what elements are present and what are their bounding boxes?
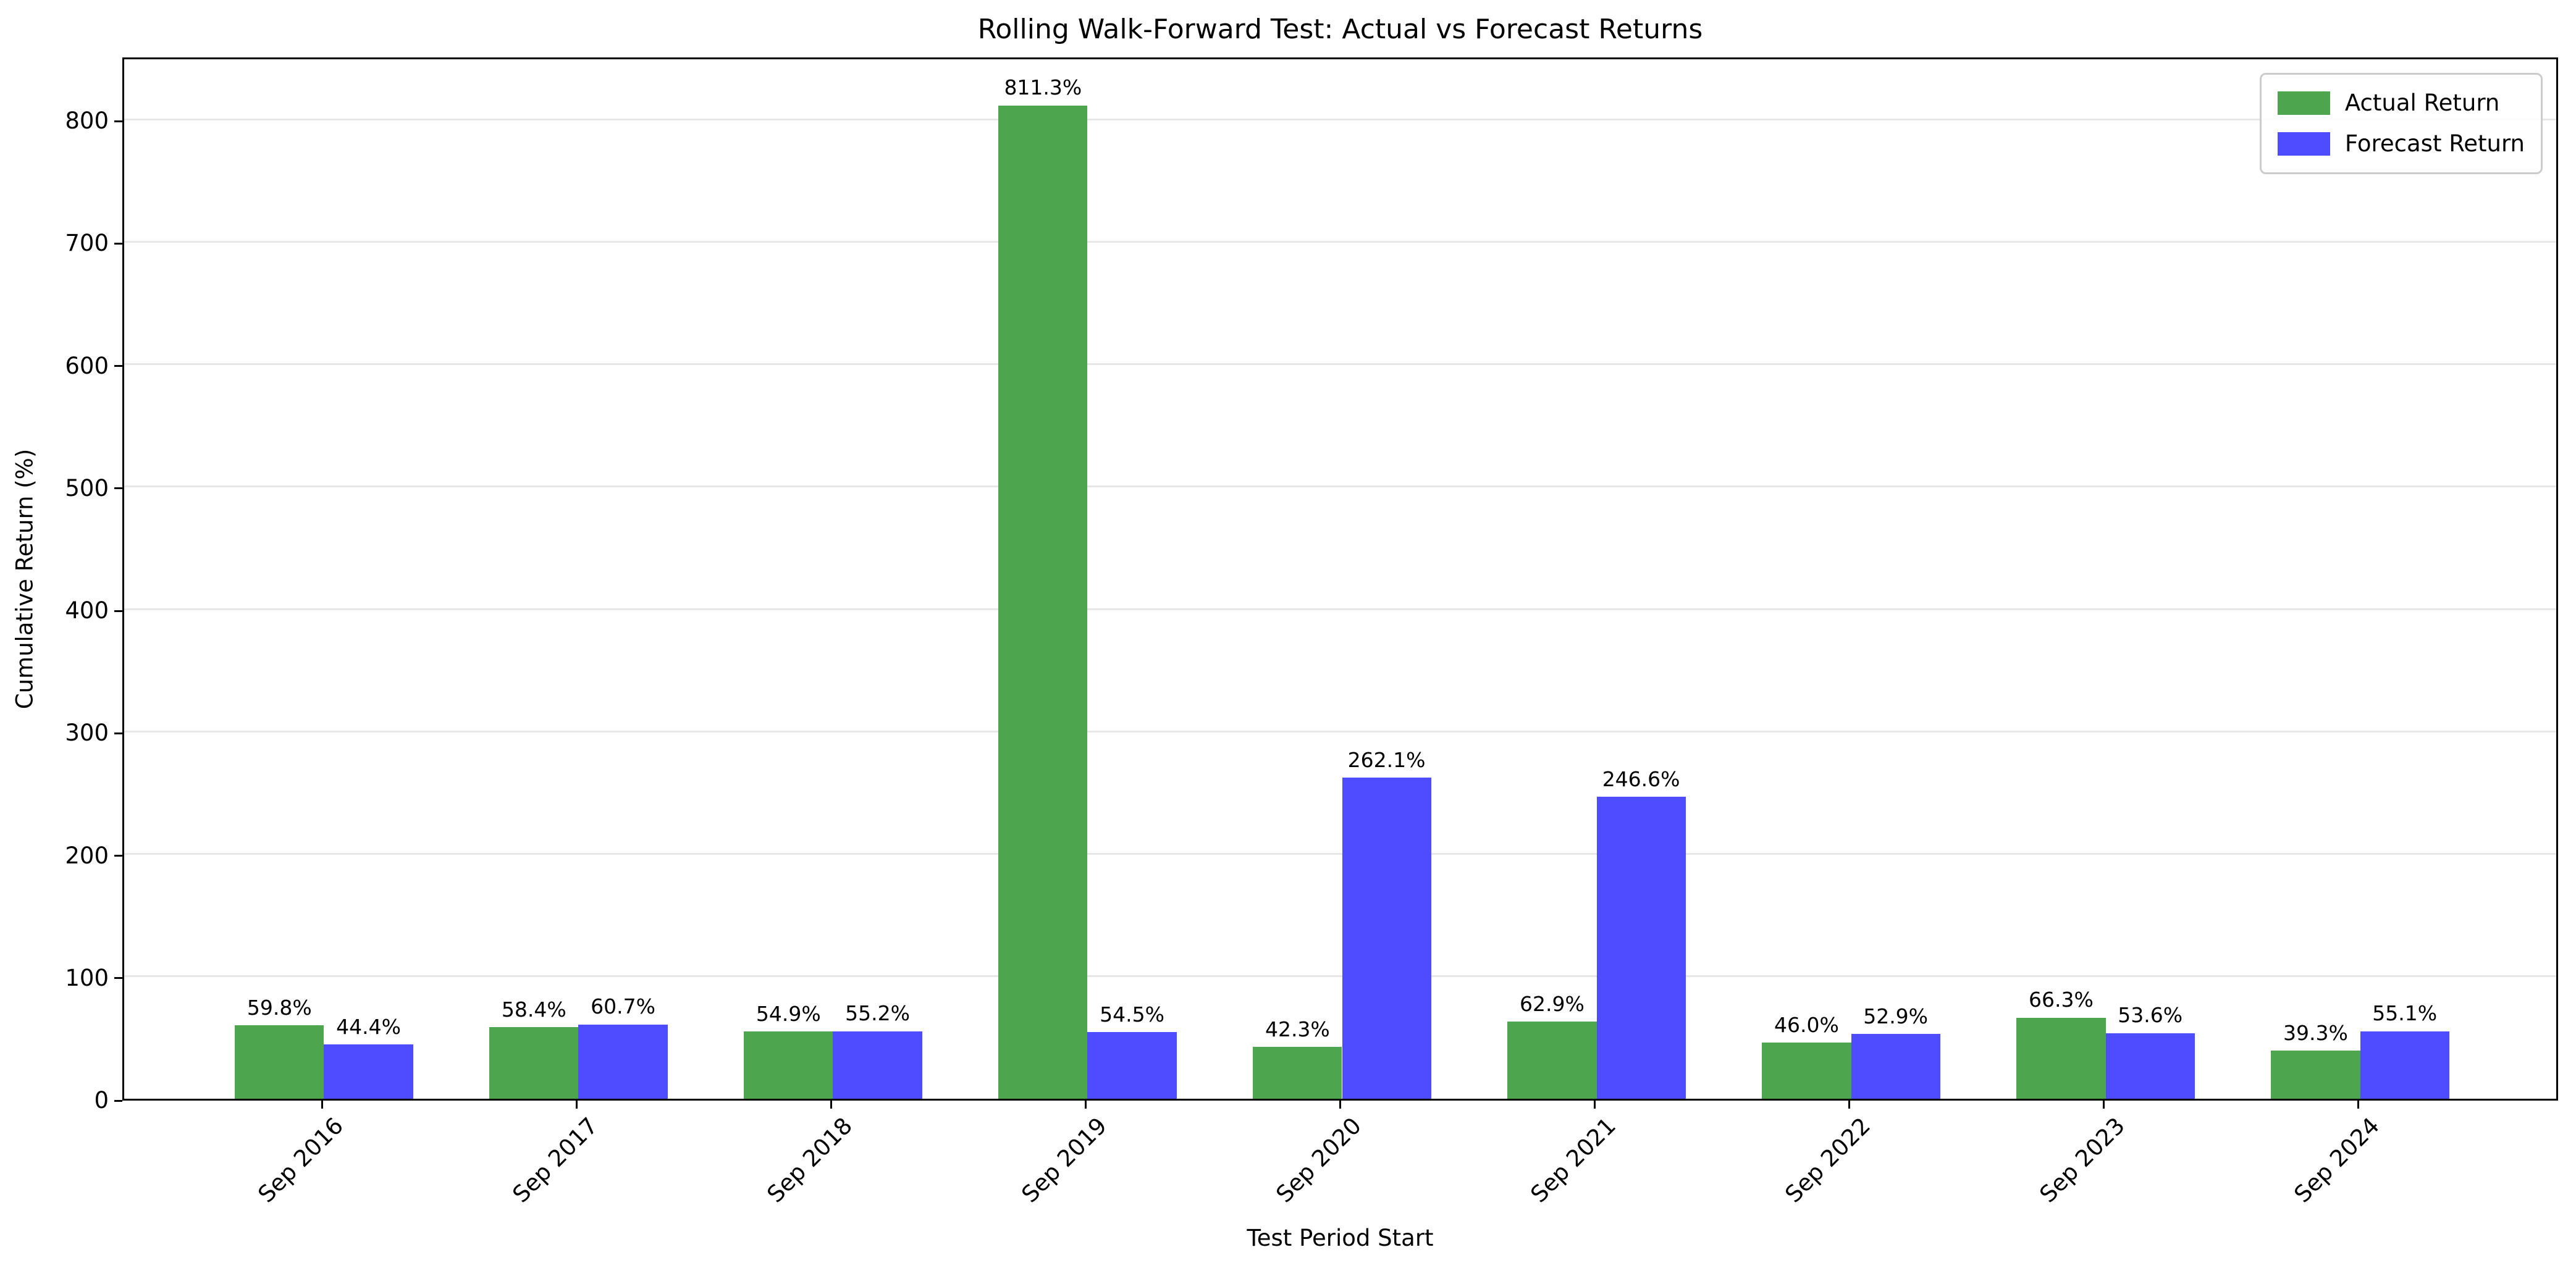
y-gridline-100 xyxy=(124,975,2556,978)
plot-area: 59.8% 44.4% 58.4% 60.7% 54.9% 55.2% 811.3% 54.5… xyxy=(122,57,2558,1101)
bar-forecast-7 xyxy=(2105,1033,2195,1099)
y-tick-600 xyxy=(114,365,122,367)
chart-title: Rolling Walk-Forward Test: Actual vs For… xyxy=(977,14,1703,45)
x-tick-label: Sep 2020 xyxy=(1271,1112,1366,1208)
bar-value-label: 811.3% xyxy=(1004,75,1082,100)
bar-value-label: 44.4% xyxy=(336,1014,401,1039)
x-tick-7 xyxy=(2103,1101,2105,1109)
y-gridline-300 xyxy=(124,730,2556,732)
x-tick-label: Sep 2024 xyxy=(2289,1112,2384,1208)
x-tick-label: Sep 2018 xyxy=(762,1112,857,1208)
bar-value-label: 60.7% xyxy=(591,994,655,1019)
y-tick-400 xyxy=(114,610,122,612)
bar-value-label: 55.2% xyxy=(845,1001,910,1026)
bar-value-label: 42.3% xyxy=(1265,1017,1330,1041)
y-gridline-600 xyxy=(124,363,2556,366)
y-tick-800 xyxy=(114,120,122,122)
x-tick-label: Sep 2021 xyxy=(1525,1112,1621,1208)
bar-value-label: 53.6% xyxy=(2118,1003,2183,1028)
y-tick-label: 300 xyxy=(65,720,109,747)
y-axis-label-container: Cumulative Return (%) xyxy=(5,57,44,1101)
x-tick-label: Sep 2017 xyxy=(507,1112,603,1208)
bar-value-label: 39.3% xyxy=(2283,1020,2348,1045)
y-gridline-400 xyxy=(124,608,2556,610)
bar-value-label: 54.9% xyxy=(756,1001,821,1026)
legend-label: Actual Return xyxy=(2344,90,2500,116)
x-tick-label: Sep 2016 xyxy=(253,1112,348,1208)
bar-actual-0 xyxy=(235,1025,324,1099)
x-tick-label: Sep 2019 xyxy=(1016,1112,1112,1208)
bar-forecast-5 xyxy=(1596,797,1686,1099)
y-gridline-500 xyxy=(124,485,2556,488)
bar-actual-5 xyxy=(1507,1022,1597,1099)
y-tick-300 xyxy=(114,732,122,734)
bar-forecast-4 xyxy=(1342,778,1431,1099)
bar-value-label: 66.3% xyxy=(2029,988,2094,1012)
bar-actual-7 xyxy=(2016,1017,2106,1099)
y-tick-label: 200 xyxy=(65,842,109,869)
y-tick-label: 600 xyxy=(65,352,109,379)
legend-label: Forecast Return xyxy=(2344,130,2525,157)
bar-actual-2 xyxy=(744,1031,833,1099)
x-tick-5 xyxy=(1594,1101,1596,1109)
bar-value-label: 54.5% xyxy=(1100,1002,1164,1026)
bar-forecast-6 xyxy=(1851,1034,1940,1099)
y-tick-label: 100 xyxy=(65,964,109,991)
bar-forecast-8 xyxy=(2360,1031,2449,1099)
y-gridline-800 xyxy=(124,118,2556,120)
legend: Actual Return Forecast Return xyxy=(2259,73,2543,174)
y-gridline-200 xyxy=(124,853,2556,855)
bar-value-label: 262.1% xyxy=(1347,748,1426,773)
bar-forecast-1 xyxy=(578,1024,668,1099)
x-tick-2 xyxy=(830,1101,832,1109)
y-tick-label: 0 xyxy=(94,1087,109,1114)
y-tick-label: 700 xyxy=(65,230,109,257)
bar-value-label: 58.4% xyxy=(501,997,566,1022)
bar-forecast-0 xyxy=(324,1044,413,1099)
bar-actual-6 xyxy=(1762,1042,1851,1099)
y-tick-label: 500 xyxy=(65,474,109,502)
y-tick-label: 400 xyxy=(65,597,109,624)
y-tick-500 xyxy=(114,487,122,490)
x-tick-4 xyxy=(1339,1101,1341,1109)
x-tick-8 xyxy=(2357,1101,2360,1109)
bar-value-label: 55.1% xyxy=(2372,1001,2438,1026)
bar-value-label: 52.9% xyxy=(1863,1004,1929,1028)
bar-value-label: 46.0% xyxy=(1774,1012,1839,1037)
x-tick-3 xyxy=(1084,1101,1087,1109)
bar-actual-8 xyxy=(2271,1051,2360,1099)
x-axis-label: Test Period Start xyxy=(1247,1225,1434,1251)
legend-swatch-icon xyxy=(2277,132,2330,156)
x-tick-6 xyxy=(1848,1101,1851,1109)
bar-actual-3 xyxy=(998,105,1088,1099)
bar-actual-1 xyxy=(489,1027,579,1099)
y-tick-100 xyxy=(114,977,122,980)
legend-entry-actual: Actual Return xyxy=(2277,87,2525,119)
legend-entry-forecast: Forecast Return xyxy=(2277,128,2525,160)
bar-value-label: 59.8% xyxy=(246,996,312,1020)
y-tick-200 xyxy=(114,855,122,857)
x-tick-label: Sep 2022 xyxy=(1780,1112,1875,1208)
x-tick-0 xyxy=(321,1101,323,1109)
x-tick-label: Sep 2023 xyxy=(2034,1112,2130,1208)
bar-actual-4 xyxy=(1253,1047,1342,1099)
x-tick-1 xyxy=(575,1101,578,1109)
y-gridline-700 xyxy=(124,240,2556,243)
y-tick-label: 800 xyxy=(65,107,109,135)
y-tick-700 xyxy=(114,242,122,245)
bar-value-label: 246.6% xyxy=(1602,766,1680,791)
bar-value-label: 62.9% xyxy=(1519,992,1585,1017)
bar-forecast-2 xyxy=(833,1031,922,1099)
legend-swatch-icon xyxy=(2277,91,2330,115)
y-tick-0 xyxy=(114,1099,122,1102)
bar-forecast-3 xyxy=(1087,1031,1177,1099)
